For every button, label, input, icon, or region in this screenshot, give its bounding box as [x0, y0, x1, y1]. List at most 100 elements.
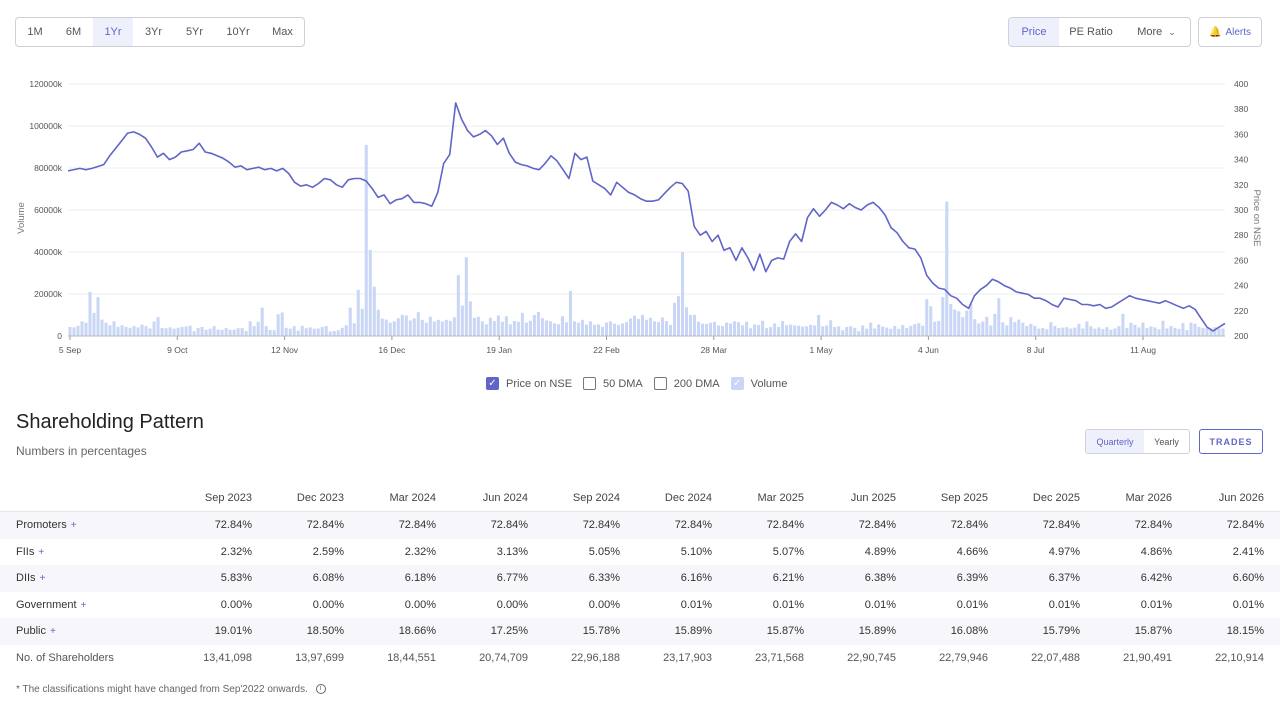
row-label[interactable]: Public + — [0, 618, 176, 645]
table-cell: 20,74,709 — [479, 651, 528, 664]
volume-bar — [476, 316, 480, 336]
volume-bar — [725, 322, 729, 336]
range-6m-button[interactable]: 6M — [65, 26, 82, 38]
table-row[interactable]: Public +19.01% 18.50% 18.66% 17.25% 15.78% 15.… — [0, 618, 1280, 645]
volume-bar — [705, 323, 709, 336]
table-row[interactable]: Government +0.00% 0.00% 0.00% 0.00% 0.00% 0.01… — [0, 592, 1280, 619]
volume-bar — [917, 323, 921, 336]
volume-bar — [580, 319, 584, 336]
y-right-tick-label: 360 — [1234, 129, 1248, 139]
expand-plus-icon[interactable]: + — [39, 573, 46, 585]
table-cell: 72.84% — [1004, 511, 1096, 539]
row-label[interactable]: DIIs + — [0, 565, 176, 592]
more-label: More — [1137, 26, 1163, 38]
range-1yr-button[interactable]: 1Yr — [93, 18, 133, 46]
row-label-text: Government — [16, 598, 77, 611]
volume-bar — [757, 325, 761, 336]
row-label[interactable]: Promoters + — [0, 511, 176, 539]
x-tick-label: 4 Jun — [918, 345, 939, 355]
table-cell: 0.00% — [496, 598, 528, 611]
expand-plus-icon[interactable]: + — [49, 626, 56, 638]
expand-plus-icon[interactable]: + — [70, 520, 77, 532]
volume-bar — [689, 315, 693, 336]
yearly-tab[interactable]: Yearly — [1154, 436, 1179, 447]
table-row[interactable]: DIIs +5.83% 6.08% 6.18% 6.77% 6.33% 6.16% 6.21%… — [0, 565, 1280, 592]
volume-bar — [620, 323, 625, 336]
price-tab[interactable]: Price — [1009, 18, 1059, 46]
table-cell: 22,96,188 — [571, 651, 620, 664]
quarterly-tab[interactable]: Quarterly — [1086, 430, 1144, 453]
table-cell: 2.32% — [220, 545, 252, 558]
y-right-axis-label: Price on NSE — [1251, 189, 1262, 246]
volume-bar — [997, 298, 1001, 336]
table-row[interactable]: Promoters +72.84% 72.84% 72.84% 72.84% 72.84%… — [0, 511, 1280, 539]
volume-bar — [965, 310, 969, 336]
volume-bar — [1001, 322, 1005, 336]
volume-bar — [100, 319, 104, 336]
legend-price-on-nse[interactable]: ✓ Price on NSE — [486, 377, 572, 390]
volume-bar — [300, 325, 304, 336]
volume-bar — [308, 327, 312, 336]
volume-bar — [1113, 328, 1117, 336]
volume-bar — [160, 328, 164, 336]
volume-bar — [284, 327, 288, 336]
range-1m-button[interactable]: 1M — [27, 26, 43, 38]
expand-plus-icon[interactable]: + — [80, 599, 87, 611]
volume-bar — [869, 322, 873, 336]
legend-50-dma[interactable]: 50 DMA — [583, 377, 643, 390]
expand-plus-icon[interactable]: + — [38, 546, 45, 558]
volume-bar — [428, 316, 432, 336]
legend-label: 200 DMA — [673, 377, 720, 390]
volume-bar — [352, 323, 356, 336]
volume-bar — [809, 324, 813, 336]
table-cell: 0.01% — [1140, 598, 1172, 611]
range-5yr-button[interactable]: 5Yr — [185, 26, 204, 38]
volume-bar — [76, 325, 80, 336]
y-left-tick-label: 0 — [57, 331, 62, 341]
volume-bar — [612, 323, 616, 336]
trades-button[interactable]: TRADES — [1199, 429, 1263, 454]
volume-bar — [664, 321, 669, 336]
table-row[interactable]: FIIs +2.32% 2.59% 2.32% 3.13% 5.05% 5.10% 5.07%… — [0, 539, 1280, 566]
volume-bar — [104, 322, 108, 336]
row-label[interactable]: Government + — [0, 592, 176, 619]
volume-bar — [1201, 327, 1205, 336]
volume-bar — [140, 324, 144, 336]
y-right-tick-label: 380 — [1234, 104, 1248, 114]
volume-bar — [392, 321, 396, 336]
alerts-button[interactable]: 🔔 Alerts — [1198, 17, 1262, 47]
table-cell: 5.10% — [680, 545, 712, 558]
y-left-axis-label: Volume — [16, 202, 27, 234]
table-cell: 2.59% — [312, 545, 344, 558]
range-3yr-button[interactable]: 3Yr — [144, 26, 163, 38]
y-right-tick-label: 300 — [1234, 205, 1248, 215]
volume-bar — [761, 320, 765, 336]
section-subtitle: Numbers in percentages — [16, 444, 147, 458]
volume-bar — [648, 317, 653, 336]
volume-bar — [68, 326, 72, 336]
volume-bar — [80, 321, 84, 336]
volume-bar — [1041, 328, 1045, 336]
more-dropdown[interactable]: More ⌄ — [1123, 18, 1190, 46]
volume-bar — [897, 328, 901, 336]
volume-bar — [508, 324, 512, 336]
volume-bar — [1097, 327, 1101, 336]
volume-bar — [236, 328, 240, 336]
volume-bar — [969, 304, 973, 336]
volume-bar — [953, 309, 957, 336]
range-max-button[interactable]: Max — [272, 26, 293, 38]
row-label[interactable]: FIIs + — [0, 539, 176, 566]
volume-bar — [616, 324, 620, 336]
volume-bar — [937, 320, 941, 336]
volume-bar — [148, 328, 152, 336]
range-10yr-button[interactable]: 10Yr — [226, 26, 250, 38]
info-icon[interactable]: i — [315, 684, 326, 695]
volume-bar — [1169, 325, 1173, 336]
pe-ratio-tab[interactable]: PE Ratio — [1069, 26, 1113, 38]
metric-selector: Price PE Ratio More ⌄ — [1008, 17, 1191, 47]
y-right-tick-label: 260 — [1234, 255, 1248, 265]
legend-volume[interactable]: ✓ Volume — [730, 377, 787, 390]
legend-200-dma[interactable]: 200 DMA — [653, 377, 720, 390]
volume-bar — [977, 323, 981, 336]
table-cell: 0.00% — [312, 598, 344, 611]
